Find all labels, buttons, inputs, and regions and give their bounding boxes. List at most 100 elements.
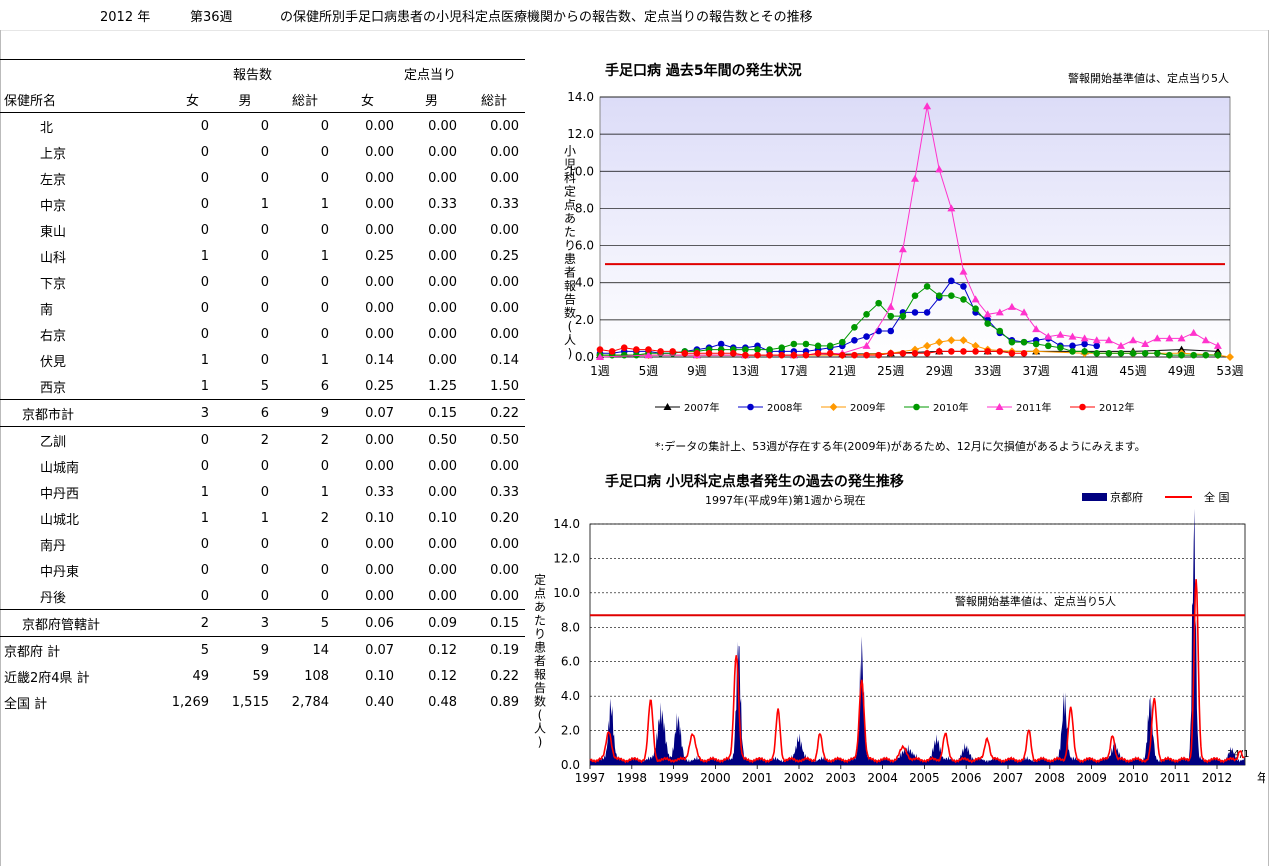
- chart1-legend-marker: [663, 403, 672, 410]
- chart2-ytick-label: 8.0: [561, 620, 580, 634]
- chart1-point: [814, 342, 822, 350]
- cell-f: 0: [200, 144, 209, 160]
- chart1-point: [1116, 341, 1125, 349]
- cell-pt: 0.15: [463, 609, 526, 637]
- row-name: 北: [40, 120, 54, 136]
- cell-pf: 0.00: [365, 222, 395, 238]
- cell-f: 2: [170, 609, 215, 637]
- chart1-point: [923, 309, 931, 316]
- chart1-point: [984, 348, 991, 355]
- cell-m: 0: [260, 118, 269, 134]
- cell-pf: 0.00: [365, 170, 395, 186]
- cell-t: 1: [320, 196, 330, 212]
- col-header-name: 保健所名: [0, 86, 170, 113]
- cell-m: 0: [260, 536, 269, 552]
- cell-m: 0: [260, 352, 269, 368]
- cell-t: 0: [320, 144, 330, 160]
- chart1-legend-marker: [829, 403, 838, 411]
- cell-pt: 0.00: [490, 170, 520, 186]
- cell-f: 0: [200, 588, 209, 604]
- cell-m: 1: [260, 510, 269, 526]
- chart1-point: [669, 348, 676, 355]
- cell-pf: 0.40: [365, 694, 395, 710]
- chart1-xtick-label: 1週: [590, 364, 610, 378]
- cell-pf: 0.00: [365, 196, 395, 212]
- chart1-point: [717, 340, 725, 348]
- cell-m: 1: [260, 196, 269, 212]
- chart1-point: [729, 349, 737, 357]
- chart1-point: [923, 102, 932, 110]
- chart1-point: [790, 340, 798, 348]
- cell-pm: 1.25: [428, 378, 458, 394]
- chart2-line-national: [589, 579, 1245, 764]
- col-header-pp-male: 男: [400, 86, 464, 113]
- chart1-point: [717, 349, 725, 357]
- chart1-ylabel-char: 数: [564, 305, 576, 320]
- chart1-ylabel-char: 児: [564, 158, 576, 172]
- row-name: 山城南: [40, 460, 80, 476]
- chart1-point: [971, 295, 980, 303]
- chart1-point: [996, 327, 1004, 335]
- chart1-point: [983, 310, 992, 318]
- chart1-point: [1069, 348, 1076, 355]
- chart2-xtick-label: 1997: [575, 771, 606, 785]
- cell-pm: 0.00: [428, 562, 458, 578]
- table-row: 下京 0 0 0 0.00 0.00 0.00: [0, 269, 525, 295]
- table-row: 山城北 1 1 2 0.10 0.10 0.20: [0, 505, 525, 531]
- table-row: 京都府 計 5 9 14 0.07 0.12 0.19: [0, 636, 526, 663]
- chart1-point: [862, 341, 871, 349]
- chart1-point: [1080, 334, 1089, 342]
- chart1-point: [766, 346, 773, 353]
- chart2-ytick-label: 2.0: [561, 724, 580, 738]
- chart2-ylabel-char: 報: [534, 668, 546, 682]
- chart1-point: [851, 351, 858, 359]
- cell-t: 5: [275, 609, 336, 637]
- chart1-point: [1189, 328, 1198, 336]
- chart1-ylabel-char: た: [564, 225, 576, 239]
- chart2-xtick-label: 1999: [658, 771, 689, 785]
- cell-f: 0: [200, 170, 209, 186]
- chart1-point: [754, 346, 761, 353]
- chart2-xtick-label: 2003: [826, 771, 857, 785]
- chart1-point: [1008, 349, 1016, 357]
- chart1-point: [1117, 349, 1125, 357]
- chart1-point: [1105, 349, 1113, 357]
- chart1-point: [899, 312, 907, 320]
- chart1-legend-marker: [1079, 403, 1086, 411]
- cell-pf: 0.06: [335, 609, 401, 637]
- chart1-plot-area: [599, 96, 1231, 358]
- chart2-threshold-label: 警報開始基準値は、定点当り5人: [955, 594, 1116, 608]
- chart1-xtick-label: 33週: [974, 364, 1001, 378]
- chart2-ytick-label: 6.0: [561, 655, 580, 669]
- chart1-point: [1032, 340, 1040, 348]
- chart1-point: [608, 348, 616, 355]
- cell-pm: 0.00: [428, 248, 458, 264]
- chart1-point: [681, 349, 689, 357]
- cell-pt: 0.33: [490, 196, 520, 212]
- cell-pt: 0.00: [490, 326, 520, 342]
- cell-pf: 0.25: [365, 378, 395, 394]
- chart2-xtick-label: 1998: [617, 771, 648, 785]
- row-name: 上京: [40, 146, 67, 162]
- cell-pt: 0.00: [490, 588, 520, 604]
- cell-t: 9: [275, 399, 336, 427]
- cell-pf: 0.33: [365, 484, 395, 500]
- chart1-ylabel-char: 者: [564, 266, 576, 280]
- chart2-plot-area: [589, 523, 1246, 766]
- cell-m: 0: [260, 248, 269, 264]
- chart1-point: [1020, 349, 1028, 357]
- table-row: 中丹東 0 0 0 0.00 0.00 0.00: [0, 557, 525, 583]
- cell-f: 1: [200, 484, 209, 500]
- chart1-point: [863, 333, 870, 340]
- cell-pm: 0.33: [428, 196, 458, 212]
- row-name: 近畿2府4県 計: [4, 670, 90, 686]
- cell-f: 0: [200, 300, 209, 316]
- chart1-point: [875, 351, 882, 359]
- cell-f: 49: [192, 668, 209, 684]
- cell-pf: 0.00: [335, 426, 401, 453]
- cell-f: 0: [200, 536, 209, 552]
- cell-pt: 0.00: [490, 536, 520, 552]
- chart1-point: [1032, 325, 1041, 333]
- cell-pt: 0.14: [490, 352, 520, 368]
- cell-pt: 0.50: [463, 426, 526, 453]
